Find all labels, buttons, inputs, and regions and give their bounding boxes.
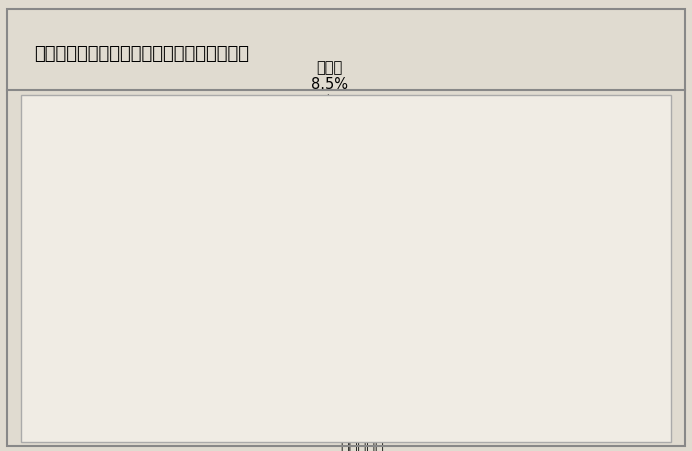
Text: 無償のコー
チのみ
32.4%: 無償のコー チのみ 32.4% bbox=[445, 202, 581, 252]
Wedge shape bbox=[210, 271, 456, 408]
Text: 無回答
8.5%: 無回答 8.5% bbox=[311, 60, 348, 158]
Wedge shape bbox=[298, 133, 370, 271]
Wedge shape bbox=[346, 136, 483, 352]
Text: 有償のコー
チのみ
38.0%: 有償のコー チのみ 38.0% bbox=[339, 386, 385, 451]
Wedge shape bbox=[209, 142, 346, 286]
Text: 無償と有償
のコーチ両
方がいる
21.1%: 無償と有償 のコーチ両 方がいる 21.1% bbox=[91, 262, 244, 329]
Text: 「専任コーチがいる」と回答した選手の割合: 「専任コーチがいる」と回答した選手の割合 bbox=[35, 45, 250, 63]
